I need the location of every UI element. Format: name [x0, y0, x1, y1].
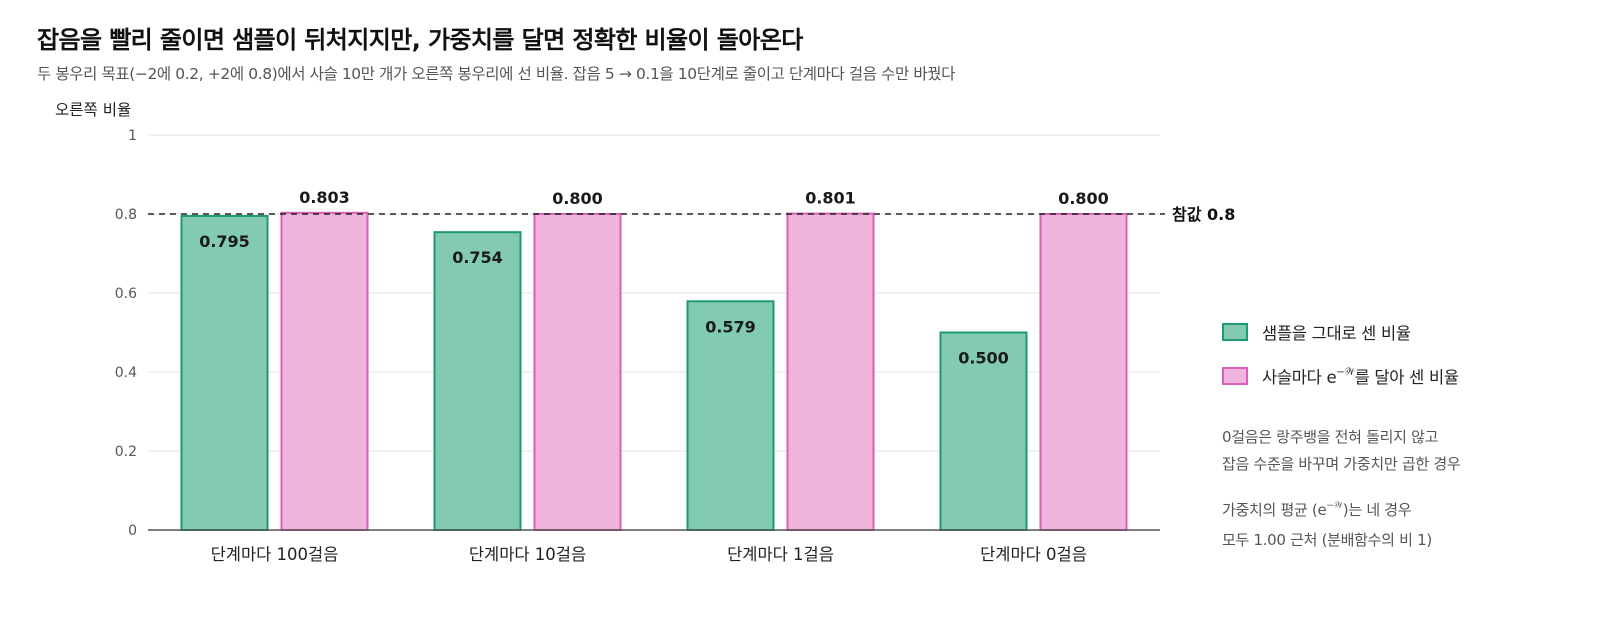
bar-weighted-value-label: 0.803 — [299, 188, 350, 207]
bar-raw — [939, 331, 1028, 531]
bar-raw-value-label: 0.795 — [199, 232, 250, 251]
legend-item-raw: 샘플을 그대로 센 비율 — [1222, 320, 1411, 344]
note-zero-steps-line1: 0걸음은 랑주뱅을 전혀 돌리지 않고 — [1222, 428, 1439, 446]
note-zero-steps: 0걸음은 랑주뱅을 전혀 돌리지 않고 잡음 수준을 바꾸며 가중치만 곱한 경… — [1222, 424, 1461, 478]
legend-label-weighted-pre: 사슬마다 e — [1262, 368, 1337, 387]
y-tick-label: 1 — [128, 128, 137, 144]
chart-subtitle: 두 봉우리 목표(−2에 0.2, +2에 0.8)에서 사슬 10만 개가 오… — [37, 65, 955, 83]
bar-raw-value-label: 0.579 — [705, 317, 756, 336]
legend-swatch-raw — [1222, 323, 1248, 341]
bar-weighted — [1039, 213, 1128, 531]
legend-label-weighted-post: 를 달아 센 비율 — [1354, 368, 1459, 387]
x-tick-label: 단계마다 10걸음 — [469, 545, 586, 564]
y-tick-label: 0.8 — [115, 207, 137, 223]
y-tick-label: 0 — [128, 523, 137, 539]
y-axis-label: 오른쪽 비율 — [55, 101, 131, 119]
bar-weighted — [786, 212, 875, 531]
y-tick-label: 0.2 — [115, 444, 137, 460]
chart-title: 잡음을 빨리 줄이면 샘플이 뒤처지지만, 가중치를 달면 정확한 비율이 돌아… — [37, 26, 803, 54]
x-tick-label: 단계마다 0걸음 — [980, 545, 1087, 564]
bar-raw-value-label: 0.754 — [452, 248, 503, 267]
y-tick-label: 0.4 — [115, 365, 137, 381]
legend-label-weighted-sup: −𝒲 — [1336, 367, 1355, 378]
legend-label-weighted: 사슬마다 e−𝒲를 달아 센 비율 — [1262, 364, 1459, 388]
legend-item-weighted: 사슬마다 e−𝒲를 달아 센 비율 — [1222, 364, 1459, 388]
legend-label-raw: 샘플을 그대로 센 비율 — [1262, 324, 1411, 343]
bar-weighted — [533, 213, 622, 531]
legend-swatch-weighted — [1222, 367, 1248, 385]
note-weight-mean-pre: 가중치의 평균 (e — [1222, 501, 1327, 519]
bar-raw-value-label: 0.500 — [958, 349, 1009, 368]
bar-raw — [686, 300, 775, 532]
note-weight-mean-line2: 모두 1.00 근처 (분배함수의 비 1) — [1222, 531, 1432, 549]
bar-raw — [433, 231, 522, 531]
x-tick-label: 단계마다 100걸음 — [211, 545, 339, 564]
reference-line-label: 참값 0.8 — [1172, 205, 1235, 224]
bar-weighted-value-label: 0.801 — [805, 189, 856, 208]
note-weight-mean-sup: −𝒲 — [1326, 501, 1343, 511]
x-tick-label: 단계마다 1걸음 — [727, 545, 834, 564]
bar-weighted — [280, 211, 369, 531]
note-weight-mean-post: )는 네 경우 — [1342, 501, 1412, 519]
note-zero-steps-line2: 잡음 수준을 바꾸며 가중치만 곱한 경우 — [1222, 455, 1461, 473]
note-weight-mean: 가중치의 평균 (e−𝒲)는 네 경우 모두 1.00 근처 (분배함수의 비 … — [1222, 497, 1432, 554]
bar-weighted-value-label: 0.800 — [552, 189, 603, 208]
bar-weighted-value-label: 0.800 — [1058, 189, 1109, 208]
bar-raw — [180, 214, 269, 531]
y-tick-label: 0.6 — [115, 286, 137, 302]
note-weight-mean-line1: 가중치의 평균 (e−𝒲)는 네 경우 — [1222, 497, 1432, 527]
